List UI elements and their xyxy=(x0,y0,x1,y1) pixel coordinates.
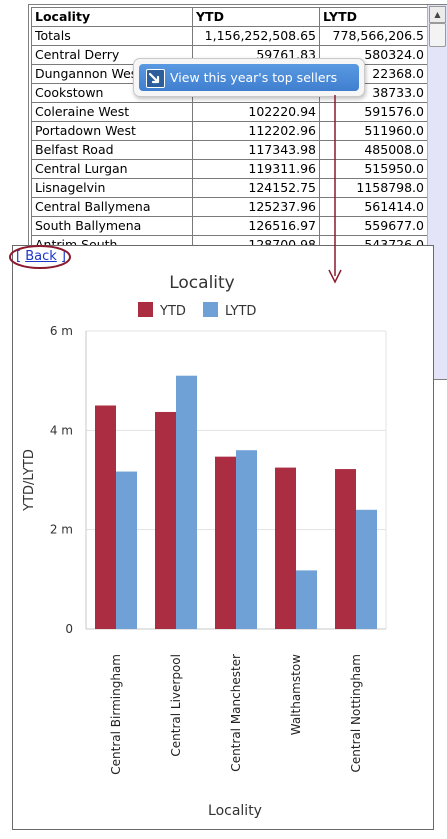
table-row[interactable]: Central Lurgan 119311.96 515950.0 xyxy=(31,159,428,179)
y-tick-label: 4 m xyxy=(50,423,73,437)
cell-locality: Belfast Road xyxy=(31,140,193,160)
chart-title: Locality xyxy=(169,273,235,293)
tooltip-body[interactable]: View this year's top sellers xyxy=(139,64,359,91)
scrollbar-thumb[interactable] xyxy=(429,23,446,47)
bar-ytd-central-nottingham xyxy=(335,469,356,629)
y-tick-label: 0 xyxy=(65,622,73,636)
cell-locality: Portadown West xyxy=(31,121,193,141)
table-row[interactable]: Central Ballymena 125237.96 561414.0 xyxy=(31,197,428,217)
cell-ytd: 1,156,252,508.65 xyxy=(192,26,320,46)
cell-ytd: 126516.97 xyxy=(192,216,320,236)
table-row[interactable]: Portadown West 112202.96 511960.0 xyxy=(31,121,428,141)
bar-ytd-walthamstow xyxy=(275,467,296,629)
cell-lytd: 561414.0 xyxy=(319,197,428,217)
cell-locality: Coleraine West xyxy=(31,102,193,122)
x-tick-label: Central Birmingham xyxy=(109,654,123,775)
cell-lytd: 591576.0 xyxy=(319,102,428,122)
cell-lytd: 485008.0 xyxy=(319,140,428,160)
bar-lytd-central-birmingham xyxy=(116,471,137,629)
locality-bar-chart: Locality YTD LYTD 0 2 m 4 m 6 m YTD/LYTD Central… xyxy=(22,273,387,819)
bar-lytd-central-nottingham xyxy=(356,509,377,629)
x-tick-label: Central Liverpool xyxy=(169,654,183,757)
x-tick-label: Central Nottingham xyxy=(349,654,363,772)
cell-ytd: 124152.75 xyxy=(192,178,320,198)
cell-ytd: 117343.98 xyxy=(192,140,320,160)
column-header-ytd[interactable]: YTD xyxy=(192,7,320,27)
cell-locality: Lisnagelvin xyxy=(31,178,193,198)
table-row[interactable]: Lisnagelvin 124152.75 1158798.0 xyxy=(31,178,428,198)
x-axis-label: Locality xyxy=(208,803,262,819)
cell-lytd: 778,566,206.5 xyxy=(319,26,428,46)
cell-locality: Central Lurgan xyxy=(31,159,193,179)
arrow-down-right-icon xyxy=(146,69,165,88)
table-row[interactable]: Belfast Road 117343.98 485008.0 xyxy=(31,140,428,160)
cell-locality: Central Ballymena xyxy=(31,197,193,217)
cell-lytd: 1158798.0 xyxy=(319,178,428,198)
cell-lytd: 559677.0 xyxy=(319,216,428,236)
cell-ytd: 125237.96 xyxy=(192,197,320,217)
table-row[interactable]: South Ballymena 126516.97 559677.0 xyxy=(31,216,428,236)
legend-swatch-ytd xyxy=(138,302,153,317)
legend-label-ytd: YTD xyxy=(159,304,186,319)
table-row[interactable]: Coleraine West 102220.94 591576.0 xyxy=(31,102,428,122)
x-tick-label: Walthamstow xyxy=(289,654,303,735)
bar-ytd-central-birmingham xyxy=(95,405,116,629)
bar-ytd-central-manchester xyxy=(215,456,236,629)
legend-label-lytd: LYTD xyxy=(225,304,256,319)
table-header-row: Locality YTD LYTD xyxy=(31,7,428,27)
cell-ytd: 119311.96 xyxy=(192,159,320,179)
y-tick-label: 6 m xyxy=(50,324,73,338)
x-tick-label: Central Manchester xyxy=(229,654,243,772)
cell-locality: Totals xyxy=(31,26,193,46)
column-header-locality[interactable]: Locality xyxy=(31,7,193,27)
cell-lytd: 511960.0 xyxy=(319,121,428,141)
scroll-up-icon[interactable]: ▲ xyxy=(429,6,446,23)
bar-lytd-central-liverpool xyxy=(176,375,197,629)
locality-table: Locality YTD LYTD Totals 1,156,252,508.65… xyxy=(31,7,428,255)
cell-ytd: 102220.94 xyxy=(192,102,320,122)
column-header-lytd[interactable]: LYTD xyxy=(319,7,428,27)
legend-swatch-lytd xyxy=(203,302,218,317)
cell-ytd: 112202.96 xyxy=(192,121,320,141)
bar-lytd-walthamstow xyxy=(296,570,317,629)
bar-ytd-central-liverpool xyxy=(155,411,176,629)
top-sellers-tooltip[interactable]: View this year's top sellers xyxy=(133,58,365,97)
tooltip-text: View this year's top sellers xyxy=(170,70,338,85)
y-tick-label: 2 m xyxy=(50,523,73,537)
bar-lytd-central-manchester xyxy=(236,450,257,629)
y-axis-label: YTD/LYTD xyxy=(22,449,37,512)
cell-locality: South Ballymena xyxy=(31,216,193,236)
table-row[interactable]: Totals 1,156,252,508.65 778,566,206.5 xyxy=(31,26,428,46)
cell-lytd: 515950.0 xyxy=(319,159,428,179)
